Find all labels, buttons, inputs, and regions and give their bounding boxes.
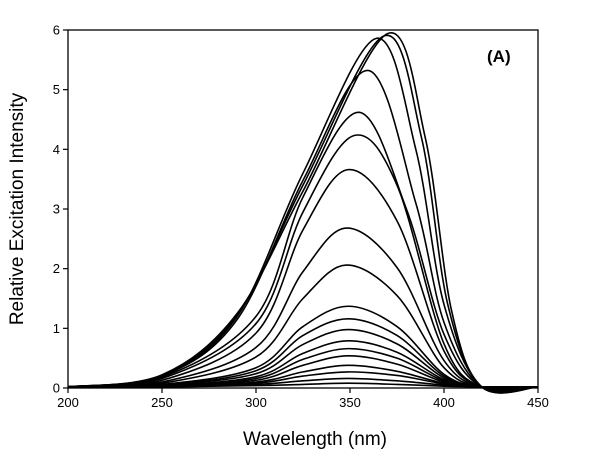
- spectrum-curve-10: [67, 305, 539, 389]
- spectrum-curve-14: [67, 134, 539, 391]
- spectrum-curve-12: [67, 227, 539, 390]
- x-tick-label: 300: [245, 395, 267, 410]
- spectrum-curve-17: [67, 37, 539, 394]
- y-tick-label: 5: [53, 82, 60, 97]
- x-tick-label: 450: [527, 395, 549, 410]
- y-tick-label: 3: [53, 202, 60, 217]
- spectrum-curve-16: [67, 69, 539, 393]
- spectrum-curve-15: [67, 111, 539, 392]
- spectrum-curve-18: [67, 34, 539, 394]
- spectrum-curve-19: [67, 32, 539, 394]
- x-tick-label: 200: [57, 395, 79, 410]
- y-tick-label: 0: [53, 381, 60, 396]
- panel-label: (A): [487, 47, 511, 66]
- curves-group: [67, 32, 539, 394]
- spectrum-curve-11: [67, 264, 539, 390]
- spectrum-curve-13: [67, 168, 539, 391]
- x-axis-title: Wavelength (nm): [243, 429, 387, 450]
- y-tick-label: 2: [53, 261, 60, 276]
- y-tick-label: 6: [53, 23, 60, 38]
- y-axis-title: Relative Excitation Intensity: [7, 92, 28, 325]
- x-tick-label: 350: [339, 395, 361, 410]
- y-tick-label: 4: [53, 142, 60, 157]
- y-axis-ticks: 0 1 2 3 4 5 6: [53, 23, 68, 396]
- y-tick-label: 1: [53, 321, 60, 336]
- x-tick-label: 250: [151, 395, 173, 410]
- plot-frame: [67, 29, 539, 389]
- x-tick-label: 400: [433, 395, 455, 410]
- x-axis-ticks: 200 250 300 350 400 450: [57, 388, 549, 410]
